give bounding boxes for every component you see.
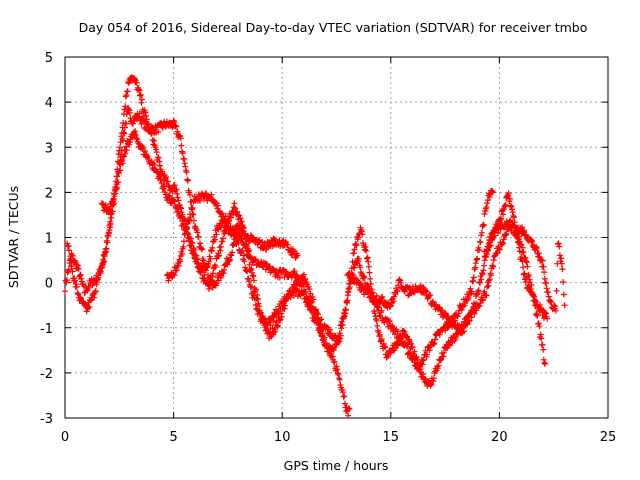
y-tick-label: 5 xyxy=(45,51,53,66)
y-tick-label: 1 xyxy=(45,232,53,247)
x-axis-label: GPS time / hours xyxy=(284,458,389,473)
y-tick-label: 0 xyxy=(45,277,53,292)
y-tick-label: 2 xyxy=(45,186,53,201)
chart-title: Day 054 of 2016, Sidereal Day-to-day VTE… xyxy=(79,20,588,35)
series-track-d xyxy=(164,190,301,284)
series-markers-track-c xyxy=(98,128,548,389)
series-track-c xyxy=(98,128,548,389)
y-tick-label: 3 xyxy=(45,141,53,156)
x-tick-label: 5 xyxy=(169,430,177,445)
x-tick-label: 15 xyxy=(383,430,400,445)
y-tick-label: 4 xyxy=(45,96,53,111)
x-tick-label: 20 xyxy=(491,430,508,445)
y-tick-label: -1 xyxy=(40,322,53,337)
series-markers-track-f xyxy=(481,190,551,322)
series-track-f xyxy=(481,190,551,322)
y-axis-label: SDTVAR / TECUs xyxy=(6,186,21,288)
x-tick-label: 0 xyxy=(61,430,69,445)
data-points xyxy=(62,74,568,419)
series-markers-track-d xyxy=(164,190,301,284)
y-tick-label: -3 xyxy=(40,412,53,427)
x-tick-label: 10 xyxy=(274,430,291,445)
axis-ticks: 0 5 10 15 20 25 -3 -2 -1 0 1 2 3 4 5 xyxy=(40,51,616,445)
y-tick-label: -2 xyxy=(40,367,53,382)
x-tick-label: 25 xyxy=(600,430,617,445)
